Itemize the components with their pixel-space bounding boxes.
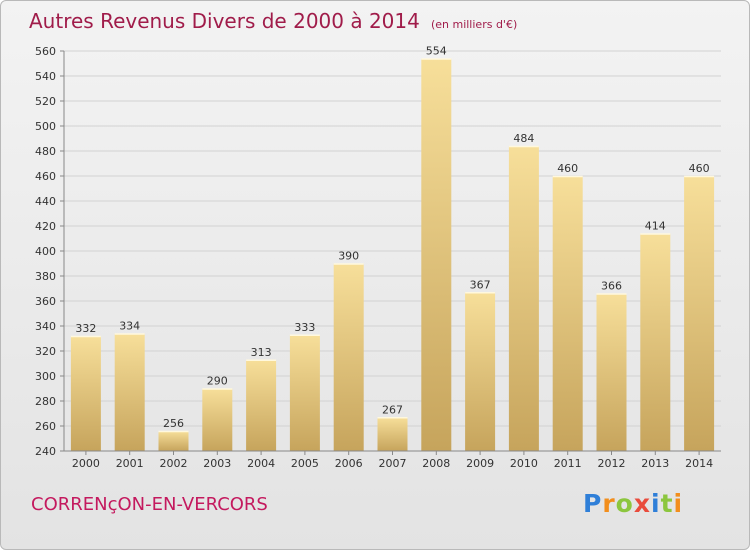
x-tick-label: 2007 (379, 457, 407, 470)
x-tick-label: 2014 (685, 457, 713, 470)
y-tick-label: 280 (35, 395, 56, 408)
logo-letter: P (583, 489, 603, 518)
y-tick-label: 260 (35, 420, 56, 433)
x-axis-ticks: 2000 2001 2002 2003 2004 2005 2006 2007 2008 2009… (72, 451, 713, 470)
bar-value-label: 267 (382, 403, 403, 416)
x-tick-label: 2005 (291, 457, 319, 470)
title-row: Autres Revenus Divers de 2000 à 2014 (en… (29, 9, 517, 33)
x-tick-label: 2009 (466, 457, 494, 470)
x-tick-label: 2004 (247, 457, 275, 470)
x-tick-label: 2008 (422, 457, 450, 470)
bar-value-label: 334 (119, 320, 140, 333)
bar (508, 146, 539, 451)
bar (640, 233, 671, 451)
bar (421, 58, 452, 451)
y-tick-label: 480 (35, 145, 56, 158)
y-tick-label: 540 (35, 70, 56, 83)
x-tick-label: 2013 (641, 457, 669, 470)
bars (70, 58, 715, 451)
logo-letter: t (660, 489, 674, 518)
y-tick-label: 240 (35, 445, 56, 458)
chart-title: Autres Revenus Divers de 2000 à 2014 (29, 9, 420, 33)
y-tick-label: 560 (35, 45, 56, 58)
y-tick-label: 460 (35, 170, 56, 183)
bar-value-label: 414 (645, 220, 666, 233)
proxiti-logo: Proxiti (583, 489, 683, 518)
bar (333, 263, 364, 451)
chart-subtitle: (en milliers d'€) (430, 18, 518, 31)
bar-value-label: 333 (294, 321, 315, 334)
bar (684, 176, 715, 451)
y-tick-label: 320 (35, 345, 56, 358)
bar (596, 293, 627, 451)
y-tick-label: 420 (35, 220, 56, 233)
logo-letter: i (651, 489, 661, 518)
bar-value-labels: 332 334 256 290 313 333 390 267 554 367 484 460 366 4… (75, 45, 709, 431)
bar-value-label: 460 (557, 162, 578, 175)
bar (246, 359, 277, 451)
logo-letter: o (615, 489, 634, 518)
bar-value-label: 390 (338, 250, 359, 263)
bar-value-label: 290 (207, 375, 228, 388)
x-tick-label: 2001 (116, 457, 144, 470)
bar (158, 431, 189, 451)
bar (465, 292, 496, 451)
y-tick-label: 300 (35, 370, 56, 383)
x-tick-label: 2010 (510, 457, 538, 470)
logo-letter: x (633, 489, 651, 518)
bar-value-label: 313 (251, 346, 272, 359)
y-tick-label: 380 (35, 270, 56, 283)
bar-value-label: 332 (75, 322, 96, 335)
x-tick-label: 2003 (203, 457, 231, 470)
y-axis-ticks: 240 260 280 300 320 340 360 380 400 420 440 460 480 5… (35, 45, 64, 458)
y-tick-label: 400 (35, 245, 56, 258)
bar-value-label: 460 (689, 162, 710, 175)
y-tick-label: 520 (35, 95, 56, 108)
y-tick-label: 440 (35, 195, 56, 208)
bar (202, 388, 233, 451)
bar-value-label: 256 (163, 417, 184, 430)
bar (289, 334, 320, 451)
bar (70, 336, 101, 451)
x-tick-label: 2002 (160, 457, 188, 470)
x-tick-label: 2000 (72, 457, 100, 470)
x-tick-label: 2011 (554, 457, 582, 470)
y-tick-label: 340 (35, 320, 56, 333)
y-tick-label: 500 (35, 120, 56, 133)
bar (377, 417, 408, 451)
bar (552, 176, 583, 451)
bar-value-label: 484 (513, 132, 534, 145)
y-tick-label: 360 (35, 295, 56, 308)
x-tick-label: 2012 (598, 457, 626, 470)
x-tick-label: 2006 (335, 457, 363, 470)
logo-letter: r (602, 489, 616, 518)
bar-value-label: 367 (470, 278, 491, 291)
bar-value-label: 554 (426, 45, 447, 58)
location-label: CORRENçON-EN-VERCORS (31, 494, 268, 515)
bar-value-label: 366 (601, 280, 622, 293)
logo-letter: i (673, 489, 684, 518)
bar (114, 333, 145, 451)
